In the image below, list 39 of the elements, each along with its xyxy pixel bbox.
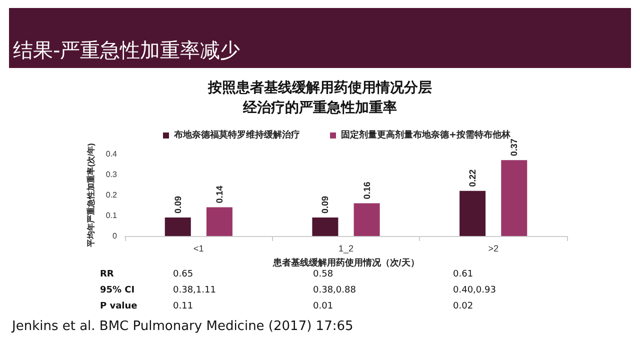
y-tick-label: 0.3 [106, 170, 118, 179]
bar [312, 218, 338, 236]
y-axis-title: 平均年严重急性加重率(次/年) [85, 142, 96, 248]
y-tick-label: 0.2 [106, 190, 118, 200]
text: 0.61 [453, 270, 474, 280]
text: 0.11 [173, 302, 194, 312]
data-label: 0.22 [468, 169, 478, 187]
text: 0.65 [173, 270, 194, 280]
x-tick-label: >2 [488, 244, 498, 254]
data-label: 0.37 [509, 138, 520, 156]
text: 0.02 [453, 302, 474, 312]
data-label: 0.16 [362, 182, 372, 200]
data-label: 0.09 [172, 196, 183, 214]
text: RR [100, 270, 114, 280]
x-axis-title: 患者基线缓解用药使用情况（次/天） [272, 258, 420, 268]
text: 95% CI [100, 286, 135, 296]
text: Jenkins et al. BMC Pulmonary Medicine (2017) 17:65 [11, 319, 354, 334]
bar [164, 218, 191, 236]
bar [460, 190, 486, 236]
bar [501, 160, 528, 236]
text: 0.38,0.88 [313, 286, 356, 296]
chart-subtitle: 按照患者基线缓解用药使用情况分层经治疗的严重急性加重率 [207, 80, 432, 116]
legend-label: 固定剂量更高剂量布地奈德+按需特布他林 [341, 130, 512, 140]
y-tick-label: 0 [112, 232, 118, 240]
y-tick-label: 0.1 [106, 211, 118, 220]
text: 0.58 [313, 270, 334, 280]
text: 0.01 [313, 302, 334, 312]
legend-label: 布地奈德福莫特罗维持缓解治疗 [173, 130, 300, 140]
chart-title: 结果-严重急性加重率减少 [13, 38, 240, 62]
text: 0.38,1.11 [173, 286, 216, 296]
x-tick-label: <1 [194, 244, 204, 254]
bar [206, 207, 232, 236]
text: 0.40,0.93 [453, 286, 496, 296]
x-tick-label: 1_2 [338, 244, 354, 254]
y-tick-label: 0.4 [106, 150, 118, 158]
text: P value [100, 302, 138, 312]
data-label: 0.09 [320, 196, 330, 214]
data-label: 0.14 [214, 186, 224, 204]
bar [354, 203, 380, 236]
